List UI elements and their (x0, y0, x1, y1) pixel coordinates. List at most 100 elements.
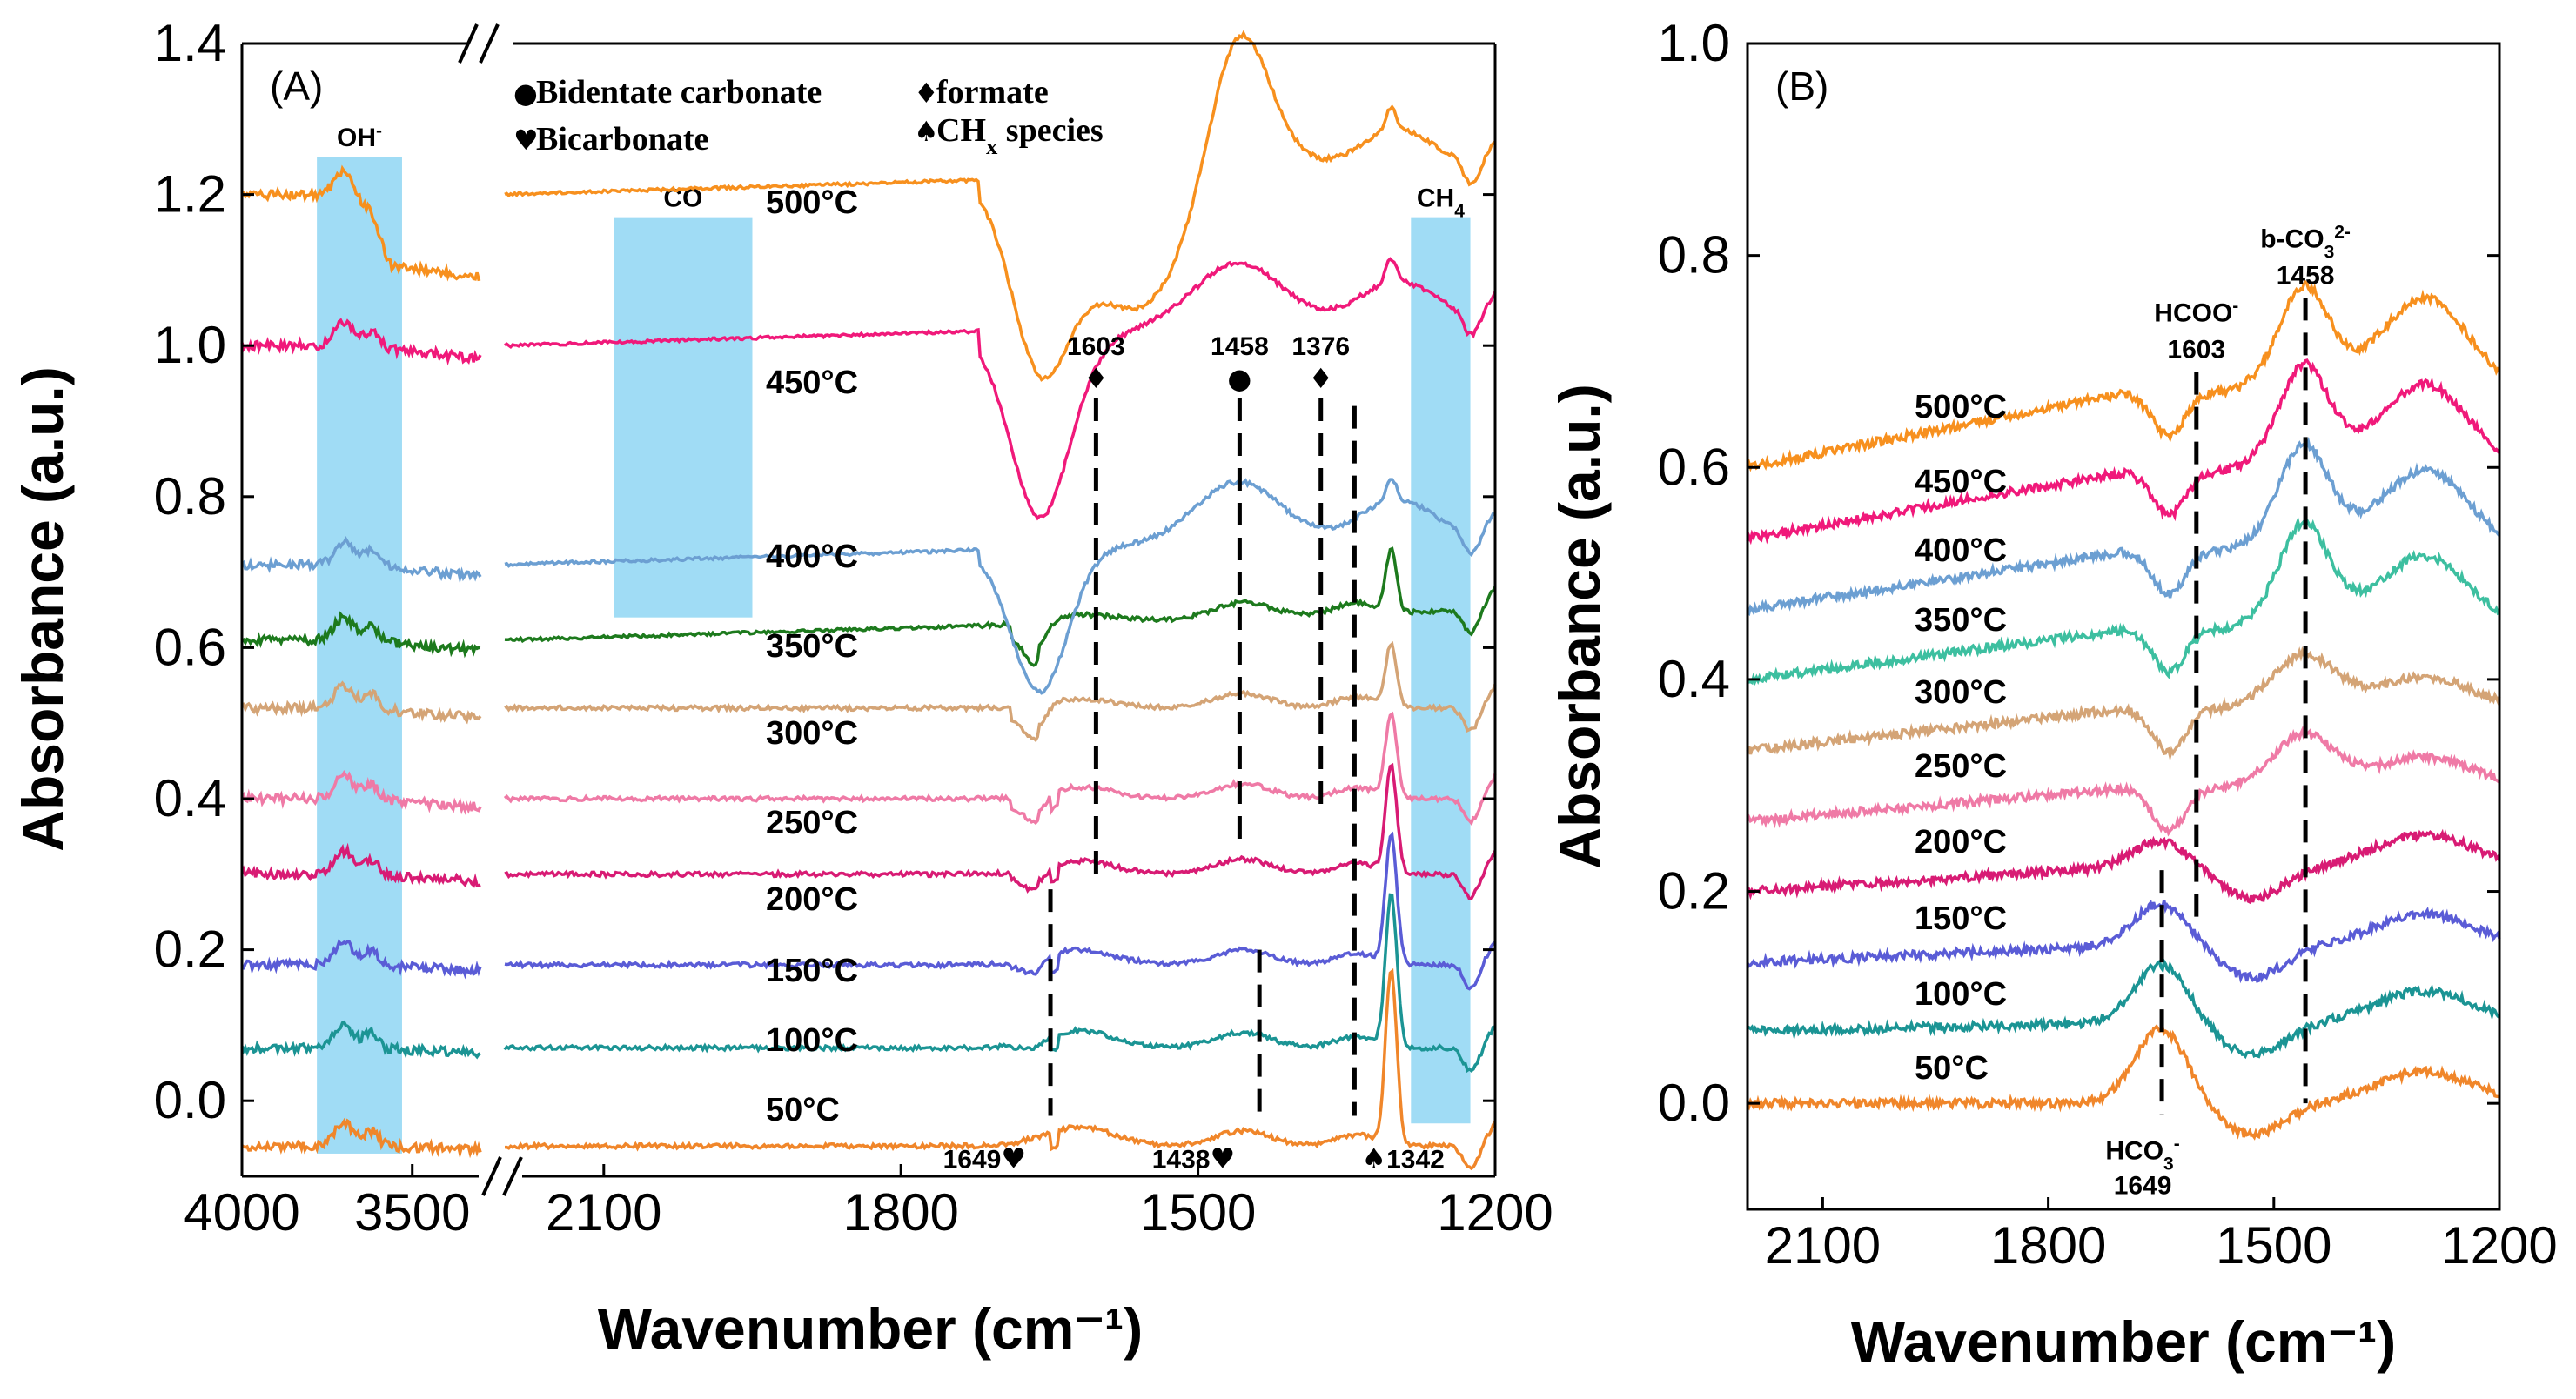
region-co-band (614, 217, 753, 618)
x-tick-label-b: 1200 (2441, 1216, 2557, 1275)
y-tick-label-b: 0.0 (1658, 1074, 1730, 1132)
peak-b-1649-label: 1649 (2114, 1171, 2172, 1200)
x-tick-label-a: 4000 (184, 1183, 299, 1242)
peak-a-1438-label: 1438♥ (1152, 1142, 1235, 1175)
axis-b-frame (1746, 42, 2501, 1211)
panel-b-label: (B) (1775, 64, 1828, 109)
series-a-400c-line-left (240, 536, 482, 584)
x-axis-title-a: Wavenumber (cm⁻¹) (598, 1296, 1143, 1361)
series-a-label-350c: 350°C (766, 628, 858, 665)
legend-a-label-0: Bidentate carbonate (536, 74, 822, 110)
x-axis-title-b: Wavenumber (cm⁻¹) (1851, 1309, 2396, 1374)
axis-break-mark (481, 1156, 502, 1196)
series-b-label-300c: 300°C (1915, 674, 2007, 711)
series-b-label-250c: 250°C (1915, 748, 2007, 785)
axis-break-mark (479, 23, 500, 64)
y-tick-label-b: 0.8 (1658, 226, 1730, 284)
series-b-200c-line (1746, 828, 2501, 905)
series-b-500c-line (1746, 279, 2500, 472)
x-tick-label-a: 3500 (354, 1183, 470, 1242)
series-b-100c-line (1746, 957, 2501, 1060)
y-tick-label-a: 1.0 (154, 316, 226, 374)
series-a-350c-line-right (504, 546, 1497, 667)
series-a-250c-line-right (503, 711, 1497, 827)
panel-a-label: (A) (270, 64, 323, 109)
series-a-200c-line-right (504, 762, 1497, 900)
x-tick-label-b: 1500 (2216, 1216, 2331, 1275)
series-b-label-400c: 400°C (1915, 532, 2007, 569)
legend-a-marker-1: ♦ (914, 77, 939, 110)
series-a-label-500c: 500°C (766, 184, 858, 221)
y-tick-label-a: 0.6 (154, 618, 226, 676)
y-tick-label-a: 0.8 (154, 467, 226, 525)
series-a-label-100c: 100°C (766, 1022, 858, 1059)
series-a-500c-line-left (240, 164, 481, 282)
peak-a-1376-marker: ♦ (1308, 362, 1333, 395)
y-axis-title-a: Absorbance (a.u.) (10, 366, 75, 851)
series-b-300c-line (1746, 646, 2501, 762)
series-a-label-150c: 150°C (766, 953, 858, 989)
series-b-label-100c: 100°C (1915, 976, 2007, 1013)
series-a-300c-line-left (241, 680, 482, 725)
region-oh-label: OH- (337, 121, 382, 153)
region-oh-band (317, 157, 402, 1154)
series-a-400c-line-right (504, 478, 1496, 695)
series-a-label-400c: 400°C (766, 539, 858, 575)
series-b-50c-line (1746, 1024, 2500, 1141)
series-a-100c-line-right (503, 893, 1496, 1074)
peak-a-1603-label: 1603 (1067, 332, 1125, 361)
series-a-label-450c: 450°C (766, 365, 858, 401)
series-a-label-200c: 200°C (766, 881, 858, 918)
panel-b-chart: 50°C 100°C 150°C 200°C 250°C 300°C 350°C 400°C 4… (1547, 14, 2558, 1374)
series-a-300c-line-right (504, 640, 1497, 743)
peak-b-1458-name: b-CO32- (2260, 222, 2351, 262)
series-b-label-50c: 50°C (1915, 1050, 1989, 1087)
series-a-50c-line-right (505, 967, 1497, 1171)
peak-b-1649-name: HCO3- (2105, 1134, 2179, 1174)
peak-a-1649-label: 1649♥ (943, 1142, 1026, 1175)
legend-a-label-3: CHx species (936, 112, 1104, 159)
x-tick-label-a: 2100 (546, 1183, 661, 1242)
y-tick-label-a: 1.2 (154, 165, 226, 224)
series-a-100c-line-left (240, 1020, 481, 1060)
peak-b-1458-label: 1458 (2277, 261, 2335, 290)
peak-b-1603-name: HCOO- (2154, 296, 2238, 328)
series-a-label-50c: 50°C (766, 1092, 840, 1128)
y-tick-label-b: 1.0 (1658, 14, 1730, 72)
legend-a-label-1: formate (936, 74, 1049, 110)
series-b-450c-line (1746, 358, 2501, 546)
legend-a-label-2: Bicarbonate (536, 121, 708, 157)
legend-a-marker-3: ♠ (914, 115, 939, 148)
series-a-50c-line-left (240, 1117, 482, 1159)
y-tick-label-b: 0.6 (1658, 438, 1730, 496)
peak-a-1458-marker: ● (1227, 362, 1251, 395)
series-b-250c-line (1746, 726, 2501, 837)
axis-break-mark (502, 1156, 523, 1196)
region-ch-band (1411, 217, 1471, 1124)
y-tick-label-a: 1.4 (154, 14, 226, 72)
y-axis-title-b: Absorbance (a.u.) (1547, 384, 1612, 868)
series-b-label-150c: 150°C (1915, 900, 2007, 937)
y-tick-label-a: 0.4 (154, 769, 226, 827)
series-a-label-300c: 300°C (766, 715, 858, 752)
series-a-150c-line-left (241, 939, 482, 980)
legend-a-marker-0: ● (513, 77, 538, 110)
y-tick-label-a: 0.0 (154, 1071, 226, 1129)
region-ch-label: CH4 (1417, 184, 1465, 222)
x-tick-label-a: 1200 (1437, 1183, 1553, 1242)
series-b-350c-line (1747, 516, 2500, 686)
series-a-450c-line-left (240, 318, 482, 366)
series-a-250c-line-left (240, 769, 482, 815)
series-a-150c-line-right (504, 831, 1497, 991)
legend-a-marker-2: ♥ (513, 124, 539, 157)
series-a-450c-line-right (504, 257, 1497, 521)
series-b-label-350c: 350°C (1915, 602, 2007, 639)
series-a-label-250c: 250°C (766, 805, 858, 841)
series-b-label-500c: 500°C (1915, 389, 2007, 425)
series-b-label-450c: 450°C (1915, 464, 2007, 500)
x-tick-label-a: 1500 (1140, 1183, 1256, 1242)
x-tick-label-a: 1800 (842, 1183, 958, 1242)
peak-a-1603-marker: ♦ (1083, 362, 1109, 395)
peak-a-1342-label: ♠1342 (1361, 1142, 1444, 1175)
